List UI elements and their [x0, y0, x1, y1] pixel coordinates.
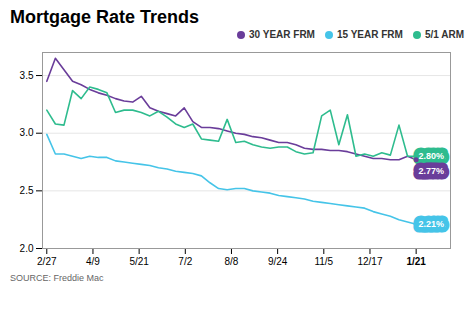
- svg-text:2.21%: 2.21%: [418, 219, 444, 229]
- svg-text:7/2: 7/2: [178, 256, 192, 267]
- svg-text:2.80%: 2.80%: [418, 151, 444, 161]
- svg-text:5/21: 5/21: [129, 256, 149, 267]
- svg-text:2.0: 2.0: [20, 243, 34, 254]
- html-text:SOURCE: Freddie Mac: SOURCE: Freddie Mac: [10, 273, 104, 283]
- svg-text:12/17: 12/17: [357, 256, 382, 267]
- svg-text:3.0: 3.0: [20, 127, 34, 138]
- svg-text:3.5: 3.5: [20, 70, 34, 81]
- svg-text:8/8: 8/8: [225, 256, 239, 267]
- html-text:Mortgage Rate Trends: Mortgage Rate Trends: [10, 7, 199, 27]
- svg-text:2.77%: 2.77%: [418, 166, 444, 176]
- svg-text:2.5: 2.5: [20, 185, 34, 196]
- html-text:30 YEAR FRM: 30 YEAR FRM: [249, 29, 315, 40]
- html-text:15 YEAR FRM: 15 YEAR FRM: [337, 29, 403, 40]
- html-text:5/1 ARM: 5/1 ARM: [424, 29, 464, 40]
- svg-text:2/27: 2/27: [37, 256, 57, 267]
- svg-text:9/24: 9/24: [268, 256, 288, 267]
- svg-text:11/5: 11/5: [314, 256, 333, 267]
- svg-text:1/21: 1/21: [406, 256, 426, 267]
- svg-text:4/9: 4/9: [86, 256, 100, 267]
